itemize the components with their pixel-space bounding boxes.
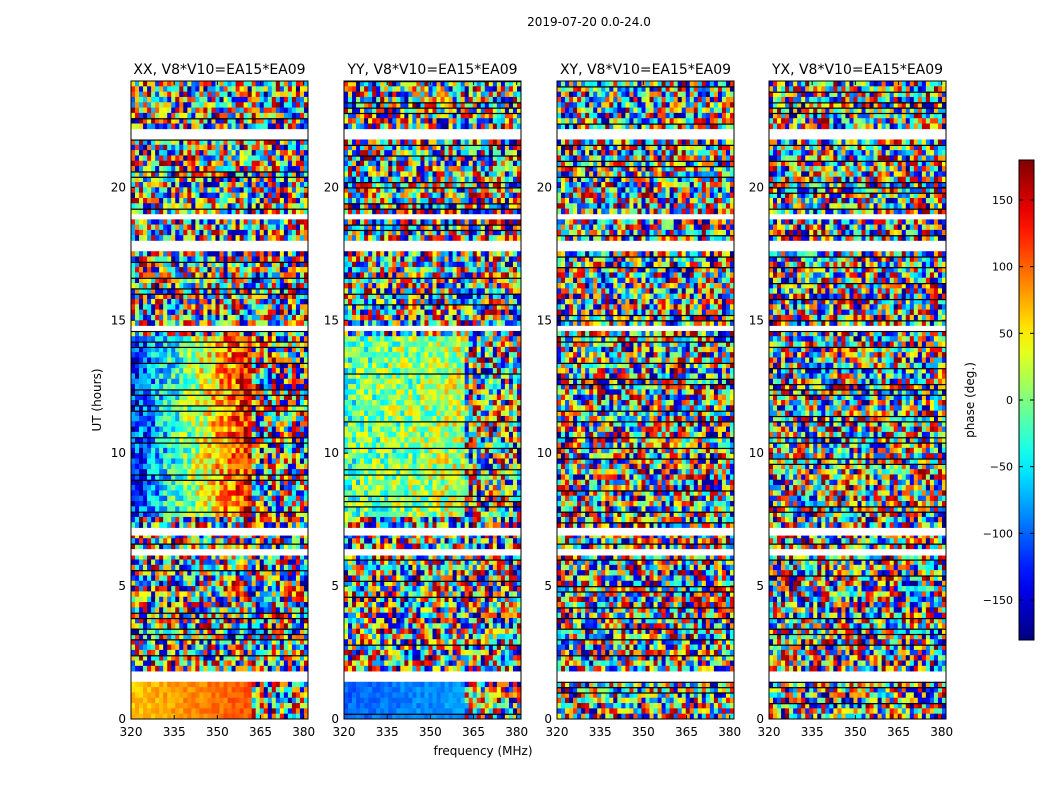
y-tick-label: 20 [111,180,126,194]
x-tick-label: 320 [546,725,569,739]
x-tick-label: 365 [462,725,485,739]
y-tick-label: 0 [756,712,764,726]
y-tick-label: 20 [537,180,552,194]
y-tick-label: 5 [331,579,339,593]
panel-title: XY, V8*V10=EA15*EA09 [560,62,731,78]
heatmap-cells-1 [344,81,521,719]
y-tick-label: 10 [324,446,339,460]
y-tick-label: 0 [331,712,339,726]
x-tick-label: 350 [419,725,442,739]
colorbar-tick-label: 100 [992,261,1013,274]
colorbar-tick-label: 150 [992,194,1013,207]
x-tick-label: 335 [589,725,612,739]
x-axis-label: frequency (MHz) [433,744,532,758]
x-tick-label: 365 [675,725,698,739]
colorbar-tick-label: −100 [983,527,1013,540]
heatmap-cells-3 [769,81,946,719]
colorbar-tick-label: 50 [999,327,1013,340]
y-tick-label: 10 [537,446,552,460]
heatmap-cells-0 [131,81,308,719]
y-tick-label: 15 [324,313,339,327]
panel-3: 320 335 350 365 380 0 5 10 15 20 YX, V8*V10=EA15*E… [749,62,953,739]
x-tick-label: 320 [758,725,781,739]
y-tick-label: 15 [537,313,552,327]
panels: 320 335 350 365 380 0 5 10 15 20 XX, V8*V10=EA15*E… [90,62,953,758]
axes-frame [556,80,735,720]
axes-frame [130,80,309,720]
y-tick-label: 5 [756,579,764,593]
heatmap-cells-2 [557,81,734,719]
x-tick-label: 380 [505,725,528,739]
y-tick-label: 15 [111,313,126,327]
x-tick-label: 350 [844,725,867,739]
x-tick-label: 335 [376,725,399,739]
x-tick-label: 365 [887,725,910,739]
colorbar-tick-label: −150 [983,594,1013,607]
x-tick-label: 380 [292,725,315,739]
x-tick-label: 380 [930,725,953,739]
y-tick-label: 5 [544,579,552,593]
x-tick-label: 380 [718,725,741,739]
panel-title: YX, V8*V10=EA15*EA09 [771,62,943,78]
y-tick-label: 0 [544,712,552,726]
y-tick-label: 5 [118,579,126,593]
panel-2: 320 335 350 365 380 0 5 10 15 20 XY, V8*V10=EA15*E… [537,62,741,739]
axes-frame [768,80,947,720]
panel-title: XX, V8*V10=EA15*EA09 [133,62,305,78]
y-tick-label: 10 [749,446,764,460]
y-tick-label: 20 [749,180,764,194]
x-tick-label: 350 [206,725,229,739]
y-tick-label: 10 [111,446,126,460]
colorbar-label: phase (deg.) [963,362,977,438]
x-tick-label: 320 [333,725,356,739]
panel-1: 320 335 350 365 380 0 5 10 15 20 YY, V8*V10=EA15*E… [324,62,533,758]
x-tick-label: 335 [163,725,186,739]
y-tick-label: 20 [324,180,339,194]
x-tick-label: 335 [801,725,824,739]
x-tick-label: 320 [120,725,143,739]
y-tick-label: 15 [749,313,764,327]
y-axis-label: UT (hours) [90,368,104,431]
colorbar: 150 100 50 0 −50 −100 −150 phase (deg.) [963,159,1035,641]
colorbar-tick-label: −50 [990,461,1013,474]
y-tick-label: 0 [118,712,126,726]
panel-0: 320 335 350 365 380 0 5 10 15 20 XX, V8*V10=EA15*E… [90,62,315,739]
figure-title: 2019-07-20 0.0-24.0 [527,15,651,29]
x-tick-label: 350 [632,725,655,739]
axes-frame [343,80,522,720]
x-tick-label: 365 [249,725,272,739]
panel-title: YY, V8*V10=EA15*EA09 [346,62,517,78]
colorbar-tick-label: 0 [1006,394,1013,407]
